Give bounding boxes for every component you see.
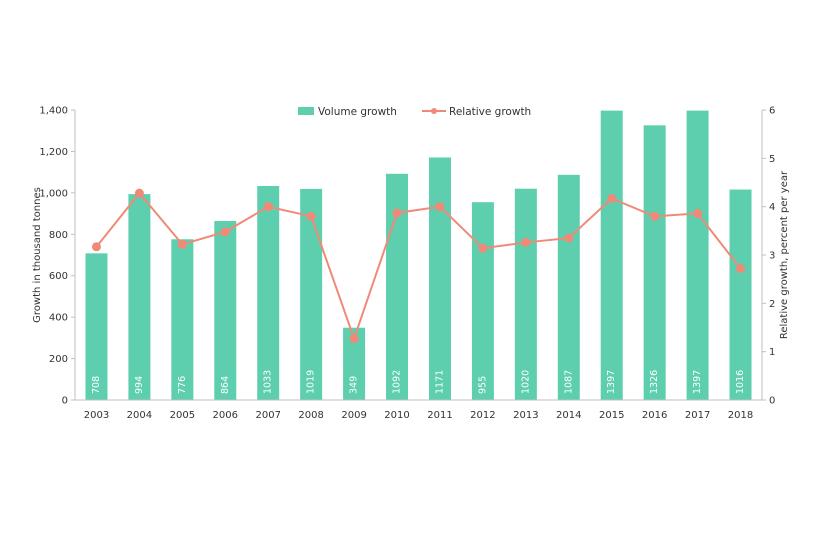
y2-tick-label: 1 [769, 347, 775, 358]
legend-label-relative: Relative growth [449, 106, 531, 118]
y2-tick-label: 2 [769, 299, 775, 310]
x-tick-label: 2010 [384, 410, 409, 421]
y-axis-ticks: 0 200 400 600 800 1,000 1,200 1,400 [39, 106, 75, 407]
relative-growth-point [564, 233, 574, 243]
bar [343, 327, 366, 400]
x-tick-label: 2013 [513, 410, 538, 421]
legend-swatch-volume [298, 107, 314, 115]
x-tick-label: 2017 [685, 410, 710, 421]
bar-data-label: 1020 [520, 370, 531, 394]
x-tick-label: 2006 [213, 410, 238, 421]
x-tick-label: 2015 [599, 410, 624, 421]
bar-data-label: 1397 [692, 370, 703, 394]
y2-tick-label: 0 [769, 396, 775, 407]
y-tick-label: 1,200 [39, 147, 68, 158]
y2-tick-label: 5 [769, 154, 775, 165]
relative-growth-point [521, 237, 531, 247]
bar-data-label: 1326 [649, 370, 660, 394]
relative-growth-point [91, 242, 101, 252]
relative-growth-point [263, 202, 273, 212]
bar-data-label: 1016 [735, 370, 746, 394]
bars [85, 110, 752, 400]
bar [386, 173, 409, 400]
y-tick-label: 200 [49, 354, 68, 365]
bar [557, 174, 580, 400]
x-tick-label: 2014 [556, 410, 581, 421]
y2-tick-label: 4 [769, 202, 775, 213]
y-tick-label: 1,400 [39, 106, 68, 117]
x-tick-label: 2011 [427, 410, 452, 421]
bar [643, 125, 666, 400]
relative-growth-line [95, 191, 742, 342]
y2-tick-label: 3 [769, 251, 775, 262]
relative-growth-point [435, 202, 445, 212]
legend-label-volume: Volume growth [318, 106, 397, 118]
bar [214, 221, 237, 400]
bar [729, 189, 752, 400]
y2-axis-ticks: 0 1 2 3 4 5 6 [762, 106, 775, 407]
relative-growth-point [607, 193, 617, 203]
bar [300, 188, 323, 400]
y-axis-title: Growth in thousand tonnes [32, 187, 43, 323]
bar-data-label: 1092 [392, 370, 403, 394]
bar [257, 186, 280, 400]
bar-data-label: 955 [477, 376, 488, 394]
bar [514, 188, 537, 400]
x-tick-label: 2007 [255, 410, 280, 421]
y-tick-label: 800 [49, 230, 68, 241]
bar [85, 253, 108, 400]
bar-data-label: 349 [349, 376, 360, 394]
relative-growth-point [478, 243, 488, 253]
x-tick-label: 2012 [470, 410, 495, 421]
relative-growth-point [134, 188, 144, 198]
y-tick-label: 600 [49, 271, 68, 282]
relative-growth-point [306, 211, 316, 221]
bar-data-label: 994 [134, 376, 145, 394]
y2-tick-label: 6 [769, 106, 775, 117]
legend-swatch-relative-marker [431, 108, 437, 114]
bar-data-label: 708 [91, 376, 102, 394]
bar [686, 110, 709, 400]
bar-data-label: 864 [220, 376, 231, 394]
relative-growth-point [736, 264, 746, 274]
x-tick-label: 2003 [84, 410, 109, 421]
y2-axis-title: Relative growth, percent per year [779, 170, 790, 339]
bar-data-label: 1397 [606, 370, 617, 394]
bar-data-label: 1033 [263, 370, 274, 394]
bar [128, 194, 151, 400]
bar [471, 202, 494, 400]
bar-data-label: 776 [177, 376, 188, 394]
relative-growth-point [220, 227, 230, 237]
bar [171, 239, 194, 400]
relative-growth-line-layer [91, 188, 746, 344]
bar [600, 110, 623, 400]
relative-growth-point [650, 211, 660, 221]
relative-growth-point [693, 208, 703, 218]
x-tick-label: 2008 [298, 410, 323, 421]
bar [428, 157, 451, 400]
y-tick-label: 400 [49, 313, 68, 324]
x-tick-label: 2016 [642, 410, 667, 421]
bar-labels: 708 994 776 864 1033 1019 349 1092 1171 955 1020 10… [91, 370, 746, 394]
x-tick-label: 2005 [170, 410, 195, 421]
x-tick-label: 2018 [728, 410, 753, 421]
x-tick-label: 2004 [127, 410, 152, 421]
bar-data-label: 1087 [563, 370, 574, 394]
relative-growth-point [349, 334, 359, 344]
axes [74, 110, 763, 401]
legend: Volume growth Relative growth [298, 106, 531, 118]
x-axis-ticks: 2003 2004 2005 2006 2007 2008 2009 2010 2011 2012… [84, 410, 754, 421]
bar-data-label: 1019 [306, 370, 317, 394]
y-tick-label: 0 [62, 396, 68, 407]
y-tick-label: 1,000 [39, 188, 68, 199]
x-tick-label: 2009 [341, 410, 366, 421]
bar-data-label: 1171 [434, 370, 445, 394]
relative-growth-point [177, 239, 187, 249]
relative-growth-point [392, 208, 402, 218]
